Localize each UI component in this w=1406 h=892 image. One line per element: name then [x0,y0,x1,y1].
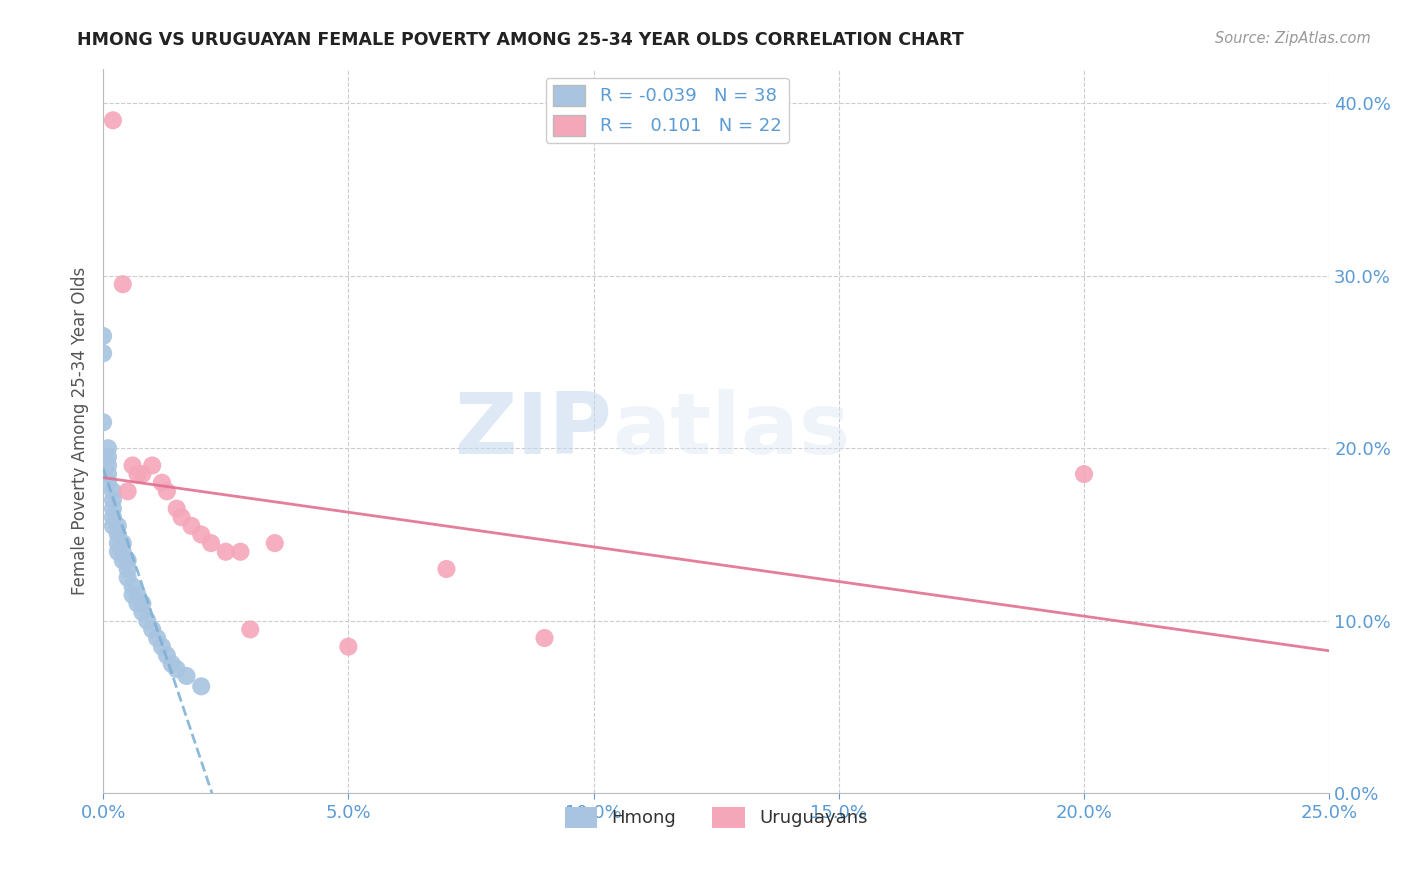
Text: atlas: atlas [612,390,851,473]
Point [190,527,212,541]
Point [160,657,183,671]
Point [156,484,179,499]
Point [263,536,285,550]
Point [180,519,202,533]
Y-axis label: Female Poverty Among 25-34 Year Olds: Female Poverty Among 25-34 Year Olds [72,267,89,595]
Point [533,631,555,645]
Point [229,545,252,559]
Point [111,553,134,567]
Point [91,329,114,343]
Point [111,277,134,292]
Point [141,623,163,637]
Point [117,571,139,585]
Point [200,536,222,550]
Text: ZIP: ZIP [454,390,612,473]
Point [111,536,134,550]
Point [121,588,143,602]
Point [101,492,124,507]
Point [97,467,120,481]
Point [121,579,143,593]
Point [176,669,198,683]
Point [131,467,153,481]
Point [239,623,262,637]
Point [337,640,360,654]
Point [91,346,114,360]
Point [107,545,129,559]
Text: HMONG VS URUGUAYAN FEMALE POVERTY AMONG 25-34 YEAR OLDS CORRELATION CHART: HMONG VS URUGUAYAN FEMALE POVERTY AMONG … [77,31,965,49]
Legend: Hmong, Uruguayans: Hmong, Uruguayans [557,800,875,835]
Point [156,648,179,663]
Point [170,510,193,524]
Point [150,475,173,490]
Point [101,484,124,499]
Point [131,605,153,619]
Point [1073,467,1095,481]
Point [127,467,149,481]
Point [166,662,188,676]
Point [97,441,120,455]
Point [436,562,458,576]
Point [107,536,129,550]
Point [107,519,129,533]
Point [101,519,124,533]
Point [127,597,149,611]
Point [127,588,149,602]
Point [117,484,139,499]
Point [111,545,134,559]
Point [101,501,124,516]
Point [121,458,143,473]
Point [136,614,159,628]
Point [101,113,124,128]
Point [97,475,120,490]
Point [131,597,153,611]
Point [101,510,124,524]
Point [107,527,129,541]
Point [190,679,212,693]
Point [150,640,173,654]
Point [166,501,188,516]
Point [146,631,169,645]
Point [215,545,238,559]
Point [141,458,163,473]
Point [91,415,114,429]
Point [97,450,120,464]
Text: Source: ZipAtlas.com: Source: ZipAtlas.com [1215,31,1371,46]
Point [117,562,139,576]
Point [97,458,120,473]
Point [117,553,139,567]
